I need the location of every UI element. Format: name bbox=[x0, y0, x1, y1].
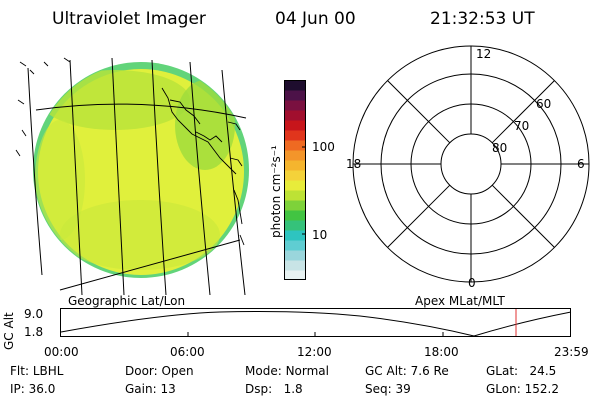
colorbar-band bbox=[284, 210, 306, 221]
colorbar-tick-10: 10 bbox=[312, 228, 328, 242]
mlt-label-12: 12 bbox=[476, 47, 491, 61]
colorbar-tick-100: 100 bbox=[312, 140, 335, 154]
door-value: Open bbox=[161, 364, 194, 378]
app-title: Ultraviolet Imager bbox=[52, 9, 206, 29]
info-mode: Mode: Normal bbox=[245, 364, 329, 378]
geographic-label: Geographic Lat/Lon bbox=[68, 294, 186, 308]
time-label: 21:32:53 UT bbox=[430, 9, 535, 29]
altitude-timeline bbox=[60, 308, 572, 337]
seq-value: 39 bbox=[395, 382, 411, 396]
timeline-tick-0600: 06:00 bbox=[170, 345, 205, 359]
colorbar-band bbox=[284, 200, 306, 211]
colorbar bbox=[284, 80, 306, 280]
polar-diag-3 bbox=[387, 184, 451, 248]
glat-value: 24.5 bbox=[529, 364, 557, 378]
colorbar-band bbox=[284, 180, 306, 191]
polar-diag-2 bbox=[491, 80, 555, 144]
colorbar-band bbox=[284, 130, 306, 141]
emission-patches bbox=[35, 70, 235, 270]
info-glon: GLon: 152.2 bbox=[486, 382, 559, 396]
colorbar-band bbox=[284, 240, 306, 251]
mlt-label-18: 18 bbox=[346, 157, 361, 171]
colorbar-band bbox=[284, 120, 306, 131]
apex-label: Apex MLat/MLT bbox=[415, 294, 505, 308]
colorbar-band bbox=[284, 270, 306, 280]
ip-value: 36.0 bbox=[28, 382, 56, 396]
timeline-axis-label: GC Alt bbox=[2, 312, 16, 350]
altitude-curve bbox=[60, 311, 572, 337]
flt-value: LBHL bbox=[32, 364, 64, 378]
info-glat: GLat: 24.5 bbox=[486, 364, 557, 378]
timeline-ymax: 9.0 bbox=[24, 307, 44, 321]
info-dsp: Dsp: 1.8 bbox=[245, 382, 303, 396]
gain-value: 13 bbox=[160, 382, 176, 396]
gcalt-value: 7.6 Re bbox=[410, 364, 449, 378]
colorbar-band bbox=[284, 170, 306, 181]
timeline-tick-1200: 12:00 bbox=[297, 345, 332, 359]
timeline-ymin: 1.8 bbox=[24, 325, 44, 339]
dsp-value: 1.8 bbox=[283, 382, 303, 396]
timeline-tick-2359: 23:59 bbox=[554, 345, 589, 359]
mlat-label-60: 60 bbox=[536, 97, 551, 111]
colorbar-band bbox=[284, 160, 306, 171]
timeline-tick-1800: 18:00 bbox=[424, 345, 459, 359]
mode-value: Normal bbox=[285, 364, 329, 378]
info-ip: IP: 36.0 bbox=[10, 382, 56, 396]
glon-value: 152.2 bbox=[524, 382, 559, 396]
timeline-tick-0000: 00:00 bbox=[44, 345, 79, 359]
polar-diag-1 bbox=[387, 80, 451, 144]
colorbar-unit-label: photon cm⁻²s⁻¹ bbox=[269, 145, 283, 238]
coastline bbox=[15, 57, 245, 246]
colorbar-band bbox=[284, 250, 306, 261]
colorbar-band bbox=[284, 100, 306, 111]
polar-plot: 12 0 18 6 60 70 80 bbox=[346, 45, 590, 290]
latitude-lines bbox=[35, 103, 247, 291]
colorbar-band bbox=[284, 220, 306, 231]
polar-diag-4 bbox=[491, 184, 555, 248]
mlat-label-70: 70 bbox=[514, 119, 529, 133]
info-gcalt: GC Alt: 7.6 Re bbox=[365, 364, 449, 378]
mlat-label-80: 80 bbox=[492, 141, 507, 155]
info-door: Door: Open bbox=[125, 364, 194, 378]
colorbar-band bbox=[284, 90, 306, 101]
colorbar-band bbox=[284, 80, 306, 91]
colorbar-band bbox=[284, 190, 306, 201]
colorbar-band bbox=[284, 260, 306, 271]
info-flt: Flt: LBHL bbox=[10, 364, 64, 378]
geographic-map bbox=[15, 57, 249, 295]
colorbar-band bbox=[284, 110, 306, 121]
date-label: 04 Jun 00 bbox=[275, 9, 356, 29]
mlt-label-6: 6 bbox=[577, 157, 585, 171]
info-gain: Gain: 13 bbox=[125, 382, 176, 396]
info-seq: Seq: 39 bbox=[365, 382, 411, 396]
colorbar-band bbox=[284, 230, 306, 241]
colorbar-band bbox=[284, 150, 306, 161]
colorbar-band bbox=[284, 140, 306, 151]
mlt-label-0: 0 bbox=[468, 276, 476, 290]
longitude-lines bbox=[27, 57, 246, 295]
